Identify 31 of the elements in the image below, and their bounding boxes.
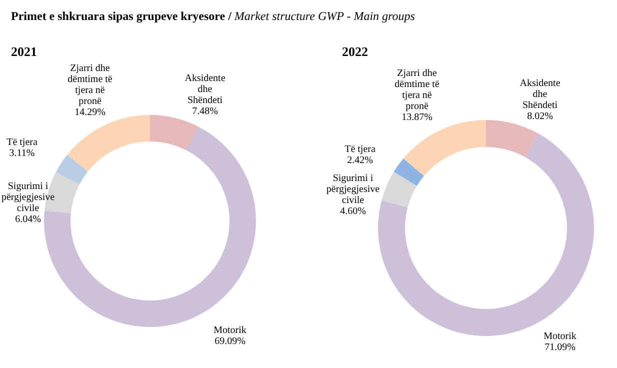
donut-slice bbox=[56, 154, 88, 184]
data-label: 71.09% bbox=[544, 342, 576, 353]
data-label: 13.87% bbox=[402, 112, 432, 123]
data-label: 14.29% bbox=[74, 107, 106, 118]
data-label: 7.48% bbox=[192, 106, 218, 117]
donut-slice bbox=[150, 115, 198, 150]
text: Primet e shkruara sipas grupeve kryesore / bbox=[11, 9, 234, 23]
slice-label: Sigurimi i përgjegjesive civile bbox=[326, 173, 380, 206]
slice-label: Zjarri dhe dëmtime të tjera në pronë bbox=[394, 68, 440, 112]
slice-label: Aksidente dhe Shëndeti bbox=[184, 73, 226, 106]
data-label: 8.02% bbox=[527, 111, 553, 122]
slice-label: Zjarri dhe dëmtime të tjera në pronë bbox=[68, 63, 113, 107]
slice-label: Të tjera bbox=[344, 144, 376, 155]
slice-label: Motorik bbox=[544, 331, 576, 342]
data-label: 4.60% bbox=[340, 206, 366, 217]
donut-slice bbox=[486, 120, 538, 158]
chart-title: 2021 bbox=[11, 44, 37, 59]
chart-title: 2022 bbox=[342, 44, 368, 59]
data-label: 2.42% bbox=[347, 155, 373, 166]
text: Market structure GWP - Main groups bbox=[233, 9, 416, 23]
donut-slice bbox=[382, 172, 417, 208]
donut-slice bbox=[67, 115, 150, 172]
data-label: 69.09% bbox=[214, 336, 246, 347]
slice-label: Aksidente dhe Shëndeti bbox=[520, 78, 561, 111]
donut-slice bbox=[394, 158, 424, 186]
donut-slice bbox=[403, 120, 486, 176]
slice-label: Të tjera bbox=[6, 137, 38, 148]
slice-label: Motorik bbox=[214, 325, 246, 336]
data-label: 3.11% bbox=[9, 148, 35, 159]
slice-label: Sigurimi i përgjegjesive civile bbox=[1, 181, 56, 214]
data-label: 6.04% bbox=[15, 214, 41, 225]
